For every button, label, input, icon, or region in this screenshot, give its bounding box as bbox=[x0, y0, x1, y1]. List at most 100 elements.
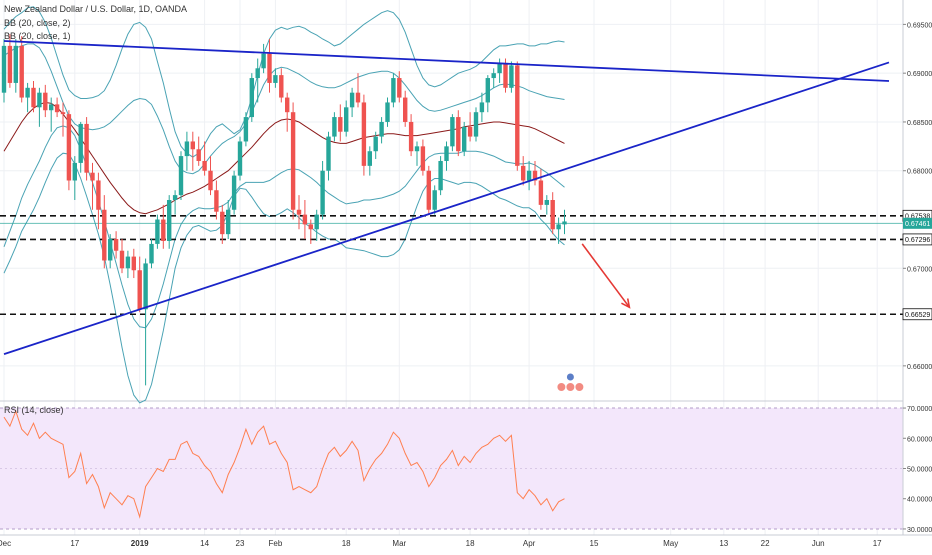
candle-body bbox=[13, 45, 18, 83]
candle-body bbox=[279, 75, 284, 98]
candle-body bbox=[226, 209, 231, 235]
price-label-text: 0.67538 bbox=[905, 214, 930, 221]
trendline bbox=[3, 40, 890, 82]
candle-body bbox=[485, 78, 490, 103]
candle-body bbox=[290, 112, 296, 210]
candle-body bbox=[344, 107, 349, 132]
time-tick-label: 15 bbox=[590, 539, 599, 548]
time-tick-label: 13 bbox=[719, 539, 728, 548]
candle-body bbox=[167, 200, 172, 241]
candle-body bbox=[515, 65, 520, 166]
rsi-tick-label: 70.0000 bbox=[907, 406, 932, 413]
time-tick-label: Feb bbox=[269, 539, 283, 548]
time-tick-label: 22 bbox=[761, 539, 770, 548]
candle-body bbox=[78, 123, 83, 163]
candle-body bbox=[355, 92, 361, 103]
time-tick-label: 17 bbox=[70, 539, 79, 548]
candle-body bbox=[550, 200, 555, 230]
candle-body bbox=[273, 75, 278, 83]
price-tick-label: 0.68500 bbox=[907, 120, 932, 127]
candle-body bbox=[361, 102, 367, 166]
candle-body bbox=[379, 121, 384, 137]
candle-body bbox=[391, 78, 396, 103]
candle-body bbox=[532, 170, 538, 181]
rsi-line bbox=[3, 409, 565, 519]
candle-body bbox=[90, 172, 95, 181]
candle-body bbox=[161, 219, 166, 241]
candle-body bbox=[544, 200, 549, 205]
candle-body bbox=[338, 117, 343, 132]
candle-body bbox=[526, 170, 532, 181]
forecast-arrow-head bbox=[621, 298, 631, 309]
candle-body bbox=[196, 149, 201, 161]
candle-body bbox=[414, 146, 420, 152]
time-tick-label: 18 bbox=[466, 539, 475, 548]
price-label-box bbox=[903, 217, 932, 229]
candle-body bbox=[131, 256, 136, 271]
candle-body bbox=[479, 102, 485, 113]
candle-body bbox=[408, 121, 414, 152]
price-tick-label: 0.66000 bbox=[907, 364, 932, 371]
candle-body bbox=[367, 151, 372, 166]
candle-body bbox=[214, 190, 219, 212]
time-tick-label: May bbox=[663, 539, 678, 548]
candle-body bbox=[296, 209, 302, 215]
event-marker-icon bbox=[565, 372, 575, 382]
candle-body bbox=[562, 221, 567, 225]
candle-body bbox=[7, 45, 13, 83]
candle-body bbox=[373, 136, 378, 152]
candle-body bbox=[385, 102, 390, 122]
time-tick-label: 18 bbox=[342, 539, 351, 548]
candle-body bbox=[96, 180, 101, 210]
candle-body bbox=[397, 78, 402, 98]
price-label-text: 0.67296 bbox=[905, 237, 930, 244]
time-tick-label: 17 bbox=[873, 539, 882, 548]
candle-body bbox=[467, 126, 473, 137]
candle-body bbox=[220, 211, 225, 235]
candle-body bbox=[491, 73, 496, 79]
event-marker-icon bbox=[565, 382, 576, 392]
rsi-legend: RSI (14, close) bbox=[4, 405, 64, 415]
candle-body bbox=[137, 270, 142, 310]
candle-body bbox=[349, 92, 355, 108]
candle-body bbox=[456, 117, 461, 152]
candle-body bbox=[143, 263, 148, 310]
candle-body bbox=[332, 117, 337, 137]
indicator-legend-bb1: BB (20, close, 1) bbox=[4, 31, 71, 41]
candle-body bbox=[267, 53, 272, 83]
candle-body bbox=[19, 45, 24, 98]
price-tick-label: 0.69500 bbox=[907, 22, 932, 29]
price-label-text: 0.67461 bbox=[905, 221, 930, 228]
candle-body bbox=[285, 97, 290, 113]
candle-body bbox=[473, 112, 479, 137]
candle-body bbox=[60, 112, 66, 115]
bb-upper-2sd-line bbox=[3, 6, 565, 158]
candle-body bbox=[249, 78, 254, 118]
rsi-tick-label: 60.0000 bbox=[907, 436, 932, 443]
candle-body bbox=[190, 141, 195, 150]
candle-body bbox=[237, 141, 243, 176]
candle-body bbox=[37, 92, 42, 108]
bb-lower-2sd-line bbox=[3, 152, 565, 404]
price-tick-label: 0.68000 bbox=[907, 169, 932, 176]
candle-body bbox=[66, 114, 72, 181]
candle-body bbox=[43, 92, 48, 111]
candle-body bbox=[25, 87, 30, 98]
candle-body bbox=[84, 123, 89, 173]
rsi-tick-label: 40.0000 bbox=[907, 497, 932, 504]
candle-body bbox=[31, 87, 36, 108]
candle-body bbox=[302, 214, 308, 225]
candle-body bbox=[521, 165, 526, 181]
price-tick-label: 0.67000 bbox=[907, 266, 932, 273]
candle-body bbox=[184, 141, 190, 157]
time-tick-label: Dec bbox=[0, 539, 11, 548]
time-tick-label: Apr bbox=[523, 539, 536, 548]
trendline bbox=[3, 61, 890, 356]
bb-basis-line bbox=[3, 101, 565, 215]
candle-body bbox=[208, 170, 213, 191]
time-tick-label: 14 bbox=[200, 539, 209, 548]
candle-body bbox=[314, 214, 319, 230]
candle-body bbox=[108, 239, 113, 261]
